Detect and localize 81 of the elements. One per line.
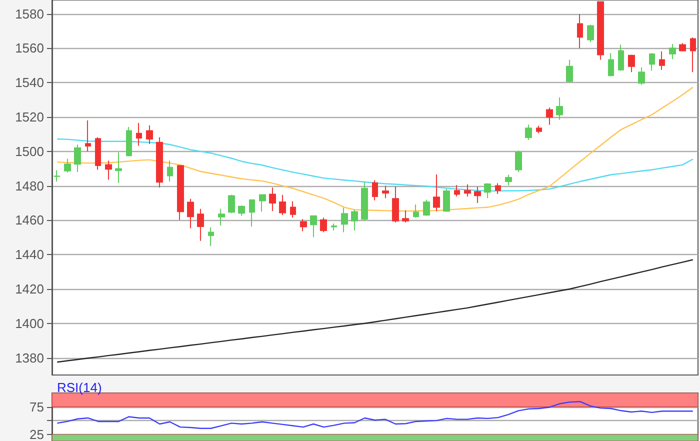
candlestick [608, 52, 614, 77]
chart-title: RSI(14) [57, 380, 102, 395]
y-tick-label: 1540 [15, 75, 44, 90]
candlestick [218, 208, 225, 226]
candlestick [536, 125, 542, 134]
candlestick [505, 174, 512, 186]
candlestick [249, 199, 255, 228]
candlestick [587, 24, 594, 43]
candlestick [495, 182, 501, 195]
candlestick [136, 122, 142, 146]
candlestick [566, 59, 573, 83]
candlestick [310, 215, 317, 238]
y-tick-label: 1560 [15, 40, 44, 56]
candlestick [433, 174, 440, 212]
candlestick [331, 222, 337, 232]
y-tick-label: 1440 [15, 247, 44, 262]
candlestick [443, 188, 450, 212]
y-tick-label: 1500 [15, 144, 44, 159]
y-tick-label: 1400 [15, 316, 44, 331]
candlestick [464, 184, 471, 197]
candlestick [659, 50, 665, 70]
y-tick-label: 1460 [15, 212, 44, 228]
candlestick [279, 194, 286, 216]
candlestick [167, 160, 173, 182]
candlestick [64, 158, 71, 173]
candlestick [85, 120, 91, 152]
line-series [56, 138, 694, 192]
candlestick [556, 96, 563, 120]
candlestick [597, 1, 604, 60]
y-tick-label: 1580 [15, 6, 44, 22]
candlestick [618, 44, 624, 72]
candlestick [474, 186, 481, 204]
candlestick [115, 152, 122, 184]
candlestick [228, 194, 235, 214]
candlestick [74, 144, 81, 173]
y-tick-label: 75 [30, 399, 44, 414]
candlestick [546, 107, 553, 126]
candlestick [484, 182, 491, 199]
candlestick [146, 124, 153, 144]
candlestick [413, 204, 419, 218]
y-tick-label: 1480 [15, 178, 44, 194]
candlestick [423, 199, 430, 216]
candlestick [638, 66, 645, 86]
candlestick [269, 187, 276, 212]
candlestick [525, 124, 532, 140]
candlestick [515, 150, 522, 173]
candlestick [679, 42, 686, 52]
candlestick [372, 180, 378, 201]
candlestick [187, 198, 194, 229]
candlestick [197, 208, 204, 242]
y-tick-label: 1520 [15, 109, 44, 124]
line-series [56, 86, 694, 212]
y-tick-label: 25 [30, 426, 44, 441]
candlestick [669, 44, 676, 60]
candlestick [208, 226, 214, 246]
candlestick [259, 194, 266, 212]
candlestick [54, 170, 60, 182]
candlestick [105, 160, 112, 180]
candlestick [238, 205, 245, 216]
candlestick [402, 210, 409, 223]
candlestick [690, 37, 696, 73]
candlestick [351, 209, 358, 232]
candlestick [382, 185, 389, 199]
candlestick [177, 165, 184, 220]
candlestick [290, 200, 296, 218]
candlestick [361, 182, 368, 222]
candlestick [341, 207, 348, 233]
candlestick [320, 217, 327, 233]
candlestick [649, 52, 655, 72]
candlestick [628, 54, 635, 73]
candlestick [577, 14, 583, 49]
line-series [56, 401, 694, 429]
line-series [56, 259, 694, 363]
y-tick-label: 1420 [15, 281, 44, 296]
candlestick [454, 184, 460, 197]
candlestick [156, 136, 163, 188]
y-tick-label: 1380 [15, 350, 44, 366]
candlestick [126, 126, 132, 157]
candlestick [300, 218, 307, 232]
candlestick [392, 186, 399, 223]
candlestick [95, 136, 101, 170]
